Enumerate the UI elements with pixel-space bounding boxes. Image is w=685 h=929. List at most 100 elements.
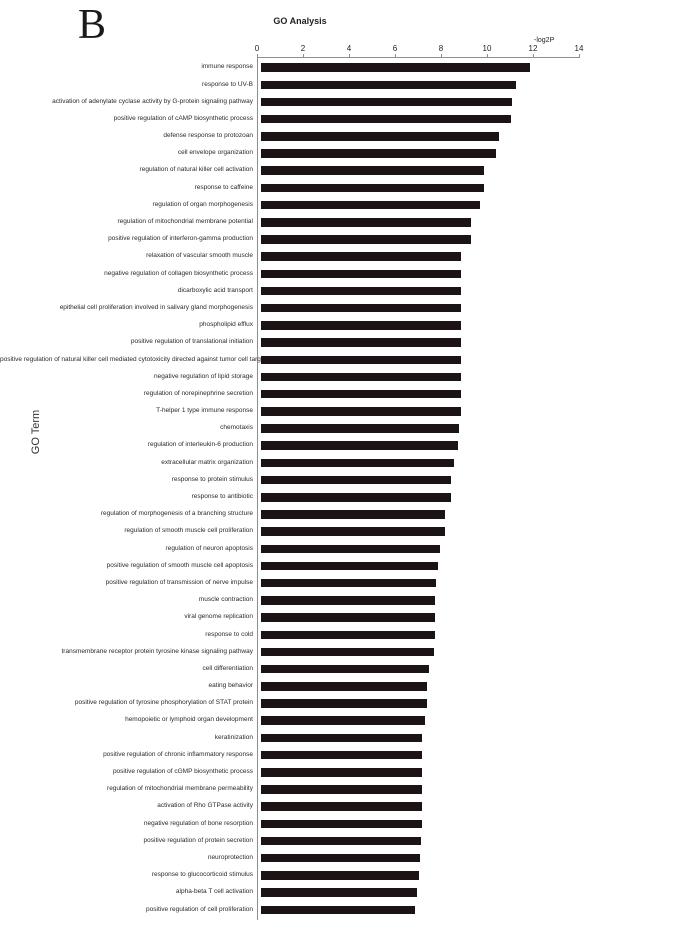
chart-title: GO Analysis (273, 16, 327, 26)
go-term-label: eating behavior (208, 682, 253, 690)
go-term-bar (261, 905, 416, 915)
x-axis-tick-label: 6 (392, 44, 398, 53)
go-term-row: positive regulation of natural killer ce… (0, 351, 685, 368)
go-term-bar (261, 80, 517, 90)
go-term-row: T-helper 1 type immune response (0, 403, 685, 420)
go-term-label: phospholipid efflux (199, 321, 253, 329)
go-term-row: defense response to protozoan (0, 128, 685, 145)
go-term-bar (261, 853, 420, 863)
go-term-label: positive regulation of protein secretion (143, 836, 253, 844)
go-term-bar (261, 888, 418, 897)
go-term-label: response to antibiotic (191, 493, 253, 501)
go-term-bar (261, 303, 462, 313)
go-term-row: response to UV-B (0, 76, 685, 93)
go-term-bar (261, 424, 459, 433)
go-term-row: relaxation of vascular smooth muscle (0, 248, 685, 265)
x-axis-tick (257, 54, 258, 58)
go-term-label: positive regulation of transmission of n… (105, 578, 253, 586)
go-term-bar (261, 613, 435, 622)
go-term-row: eating behavior (0, 678, 685, 695)
go-term-label: activation of Rho GTPase activity (157, 802, 253, 810)
go-term-label: regulation of natural killer cell activa… (139, 166, 253, 174)
go-term-row: muscle contraction (0, 592, 685, 609)
go-term-row: negative regulation of lipid storage (0, 368, 685, 385)
go-term-row: positive regulation of cAMP biosynthetic… (0, 111, 685, 128)
go-term-label: cell envelope organization (177, 149, 253, 157)
go-term-label: immune response (201, 63, 253, 71)
go-term-bar (261, 389, 462, 399)
go-term-row: negative regulation of collagen biosynth… (0, 265, 685, 282)
go-term-bar (261, 269, 462, 279)
go-term-label: alpha-beta T cell activation (175, 888, 253, 896)
go-term-row: regulation of smooth muscle cell prolife… (0, 523, 685, 540)
x-axis-tick (349, 54, 350, 58)
go-term-label: cell differentiation (202, 664, 253, 672)
x-axis-tick-label: 12 (528, 44, 538, 53)
go-term-label: positive regulation of smooth muscle cel… (106, 561, 253, 569)
x-axis-tick-label: 14 (574, 44, 584, 53)
go-term-label: regulation of mitochondrial membrane per… (107, 785, 253, 793)
go-term-bar (261, 630, 435, 640)
go-term-label: negative regulation of lipid storage (153, 372, 253, 380)
go-term-label: hemopoietic or lymphoid organ developmen… (125, 716, 253, 724)
x-axis: 0 2 4 6 8 10 12 14 (255, 44, 583, 58)
go-term-bar (261, 733, 422, 743)
go-term-label: chemotaxis (220, 424, 253, 432)
go-term-label: positive regulation of cell proliferatio… (146, 905, 253, 913)
go-term-row: alpha-beta T cell activation (0, 884, 685, 901)
go-term-bar (261, 252, 462, 261)
go-term-label: regulation of interleukin-6 production (147, 441, 253, 449)
go-term-label: positive regulation of cAMP biosynthetic… (113, 114, 253, 122)
go-term-bar (261, 183, 485, 193)
go-term-bar (261, 132, 500, 141)
go-term-bar (261, 200, 480, 210)
go-term-bar (261, 63, 531, 72)
go-term-bar (261, 802, 422, 811)
go-term-row: extracellular matrix organization (0, 454, 685, 471)
go-term-bar (261, 785, 422, 794)
go-term-row: regulation of natural killer cell activa… (0, 162, 685, 179)
go-term-row: response to glucocorticoid stimulus (0, 867, 685, 884)
go-term-bar (261, 114, 511, 124)
go-term-row: response to cold (0, 626, 685, 643)
go-term-bar (261, 475, 451, 485)
go-term-row: positive regulation of interferon-gamma … (0, 231, 685, 248)
go-term-bar (261, 578, 436, 588)
go-term-row: immune response (0, 59, 685, 76)
go-term-label: neuroprotection (207, 853, 253, 861)
x-axis-tick (441, 54, 442, 58)
go-term-bar (261, 235, 472, 244)
go-term-label: response to caffeine (194, 183, 253, 191)
xaxis-label: -log2P (534, 37, 555, 44)
go-term-row: cell differentiation (0, 661, 685, 678)
go-term-label: positive regulation of tyrosine phosphor… (74, 699, 253, 707)
go-term-label: response to cold (205, 630, 253, 638)
go-term-row: negative regulation of bone resorption (0, 815, 685, 832)
bar-rows: immune response response to UV-B activatio… (0, 59, 685, 918)
go-term-bar (261, 871, 419, 880)
go-term-row: regulation of interleukin-6 production (0, 437, 685, 454)
go-term-bar (261, 682, 427, 691)
go-term-label: relaxation of vascular smooth muscle (146, 252, 253, 260)
go-term-row: neuroprotection (0, 850, 685, 867)
go-term-bar (261, 407, 462, 416)
x-axis-tick-label: 8 (438, 44, 444, 53)
go-term-bar (261, 458, 455, 468)
x-axis-tick-label: 4 (346, 44, 352, 53)
go-term-row: activation of adenylate cyclase activity… (0, 93, 685, 110)
go-term-label: positive regulation of natural killer ce… (0, 355, 267, 363)
go-term-label: T-helper 1 type immune response (156, 407, 253, 415)
go-term-row: regulation of organ morphogenesis (0, 197, 685, 214)
go-term-label: positive regulation of chronic inflammat… (103, 750, 253, 758)
go-term-bar (261, 836, 421, 846)
go-term-label: defense response to protozoan (163, 132, 253, 140)
go-term-bar (261, 544, 441, 554)
go-term-bar (261, 699, 427, 708)
go-term-bar (261, 493, 451, 502)
go-term-label: negative regulation of collagen biosynth… (104, 269, 253, 277)
go-term-bar (261, 218, 472, 227)
go-term-label: muscle contraction (198, 596, 253, 604)
go-term-row: epithelial cell proliferation involved i… (0, 300, 685, 317)
x-axis-tick-label: 2 (300, 44, 306, 53)
x-axis-tick-label: 10 (482, 44, 492, 53)
